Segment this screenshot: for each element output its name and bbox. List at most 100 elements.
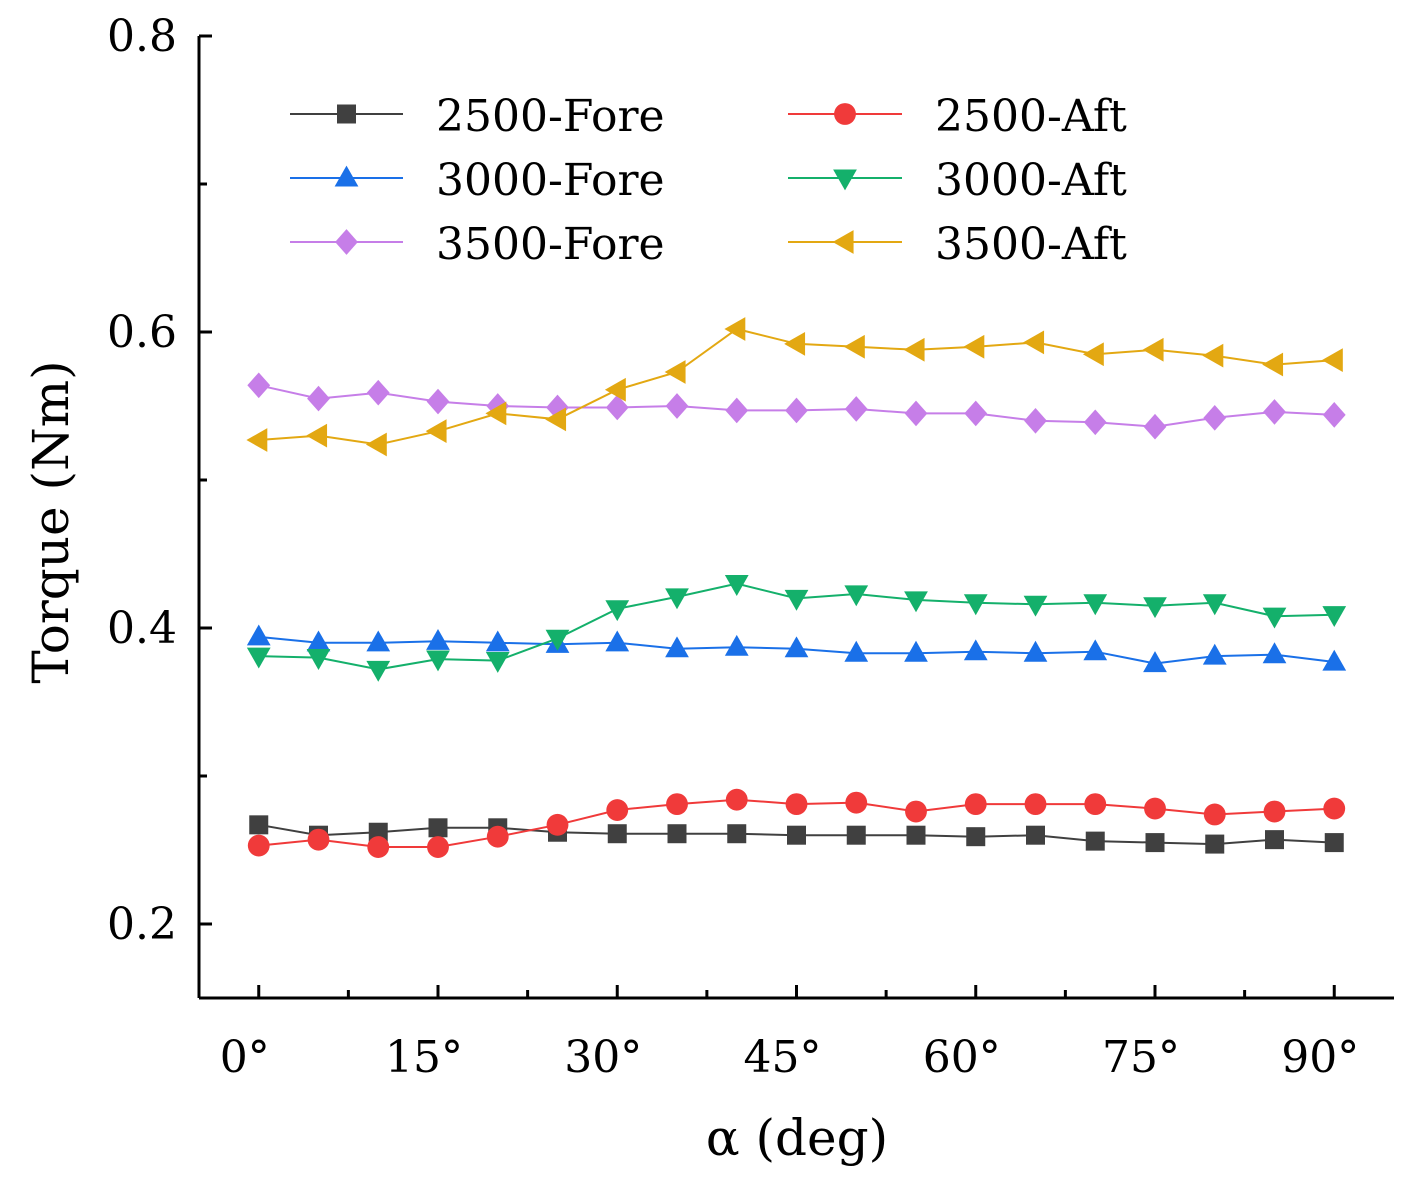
data-point xyxy=(246,428,268,452)
data-point xyxy=(427,836,449,858)
data-point xyxy=(485,630,510,652)
marker-diamond xyxy=(335,229,358,255)
data-point xyxy=(545,407,567,432)
x-tick-label: 60° xyxy=(923,1032,1001,1083)
marker-triangle-down xyxy=(833,169,857,191)
data-point xyxy=(725,788,748,811)
data-point xyxy=(1203,405,1227,431)
data-point xyxy=(606,799,629,821)
data-point xyxy=(1202,594,1227,616)
data-point xyxy=(844,396,868,422)
series-2500-fore xyxy=(249,815,1344,854)
data-point xyxy=(1083,409,1107,436)
data-point xyxy=(428,818,448,838)
y-tick-label: 0.8 xyxy=(107,11,177,62)
data-point xyxy=(246,624,271,646)
legend-label: 3000-Aft xyxy=(935,155,1127,206)
marker-triangle-up xyxy=(334,165,359,187)
data-point xyxy=(905,800,927,823)
data-point xyxy=(1023,330,1045,355)
data-point xyxy=(368,822,388,842)
data-point xyxy=(785,397,808,424)
data-point xyxy=(784,331,806,356)
marker-triangle-left xyxy=(832,230,854,254)
data-point xyxy=(1322,402,1346,428)
data-point xyxy=(966,827,986,847)
data-point xyxy=(306,423,328,448)
data-point xyxy=(1143,413,1167,440)
data-point xyxy=(1024,793,1047,816)
y-axis-title: Torque (Nm) xyxy=(22,360,80,683)
data-point xyxy=(1026,825,1045,845)
data-point xyxy=(665,636,689,658)
data-point xyxy=(724,634,749,656)
data-point xyxy=(366,630,391,652)
legend-entry: 2500-Fore xyxy=(290,91,665,142)
data-point xyxy=(665,588,689,610)
legend-entry: 3000-Aft xyxy=(788,155,1127,206)
data-point xyxy=(844,585,869,607)
data-point xyxy=(903,337,925,362)
legend-entry: 2500-Aft xyxy=(788,91,1127,142)
data-point xyxy=(666,793,688,816)
data-point xyxy=(963,639,988,661)
data-point xyxy=(1143,597,1167,619)
data-point xyxy=(904,591,928,613)
y-tick-label: 0.2 xyxy=(107,899,177,950)
legend-label: 3500-Fore xyxy=(436,219,665,270)
legend-entry: 3500-Fore xyxy=(290,219,665,270)
data-point xyxy=(667,824,687,844)
data-point xyxy=(366,660,391,682)
data-point xyxy=(724,575,749,596)
x-tick-label: 75° xyxy=(1102,1032,1180,1083)
data-point xyxy=(1323,797,1346,820)
data-point xyxy=(1024,407,1047,434)
data-point xyxy=(246,647,271,669)
data-point xyxy=(1324,833,1344,853)
data-point xyxy=(846,825,866,845)
data-point xyxy=(1265,830,1284,850)
data-point xyxy=(605,600,630,622)
x-tick-label: 15° xyxy=(385,1032,463,1083)
data-point xyxy=(1262,352,1284,377)
data-point xyxy=(904,640,928,662)
data-point xyxy=(845,791,868,814)
data-point xyxy=(306,649,331,670)
series-2500-aft xyxy=(247,788,1346,858)
data-point xyxy=(785,793,808,816)
data-point xyxy=(1082,342,1104,367)
data-point xyxy=(366,379,390,406)
data-point xyxy=(307,828,330,851)
series-3000-fore xyxy=(246,624,1347,673)
data-point xyxy=(1144,797,1166,820)
data-point xyxy=(787,825,806,845)
data-point xyxy=(605,394,629,421)
x-tick-label: 90° xyxy=(1281,1032,1359,1083)
data-point xyxy=(367,836,390,858)
data-point xyxy=(844,640,869,662)
series-layer xyxy=(246,317,1347,858)
data-point xyxy=(1142,337,1164,362)
data-point xyxy=(964,793,987,816)
data-point xyxy=(665,393,689,419)
data-point xyxy=(1322,649,1347,671)
data-point xyxy=(784,636,809,658)
data-point xyxy=(607,824,627,844)
series-3500-fore xyxy=(247,372,1346,440)
series-3000-aft xyxy=(246,575,1347,682)
data-point xyxy=(425,419,447,444)
data-point xyxy=(1321,348,1343,372)
data-point xyxy=(485,401,507,426)
data-point xyxy=(247,372,271,399)
data-point xyxy=(904,400,928,427)
data-point xyxy=(1084,793,1107,816)
legend-label: 3500-Aft xyxy=(935,219,1127,270)
legend: 2500-Fore 2500-Aft 3000-Fore 3000-Aft 3500-F… xyxy=(290,91,1127,270)
data-point xyxy=(1023,595,1048,617)
data-point xyxy=(1262,607,1287,629)
data-point xyxy=(365,432,387,457)
x-tick-label: 30° xyxy=(564,1032,642,1083)
data-point xyxy=(249,815,269,835)
data-point xyxy=(426,388,450,415)
